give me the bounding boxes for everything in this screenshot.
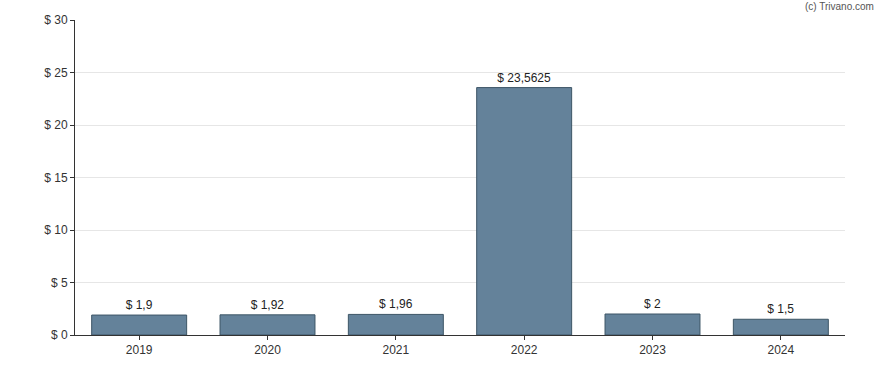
- svg-text:$ 20: $ 20: [44, 118, 68, 132]
- svg-text:2020: 2020: [254, 343, 281, 357]
- svg-text:$ 30: $ 30: [44, 13, 68, 27]
- svg-text:$ 1,9: $ 1,9: [126, 298, 153, 312]
- svg-text:2023: 2023: [639, 343, 666, 357]
- svg-text:$ 23,5625: $ 23,5625: [497, 71, 551, 85]
- svg-text:(c) Trivano.com: (c) Trivano.com: [805, 1, 874, 12]
- svg-text:$ 5: $ 5: [51, 276, 68, 290]
- svg-text:$ 1,92: $ 1,92: [251, 298, 285, 312]
- svg-text:$ 25: $ 25: [44, 66, 68, 80]
- svg-text:2021: 2021: [382, 343, 409, 357]
- svg-text:2024: 2024: [767, 343, 794, 357]
- svg-text:2019: 2019: [126, 343, 153, 357]
- svg-text:$ 1,96: $ 1,96: [379, 297, 413, 311]
- svg-text:$ 0: $ 0: [51, 328, 68, 342]
- svg-text:$ 10: $ 10: [44, 223, 68, 237]
- svg-text:$ 2: $ 2: [644, 297, 661, 311]
- svg-text:2022: 2022: [511, 343, 538, 357]
- svg-text:$ 1,5: $ 1,5: [767, 302, 794, 316]
- svg-text:$ 15: $ 15: [44, 171, 68, 185]
